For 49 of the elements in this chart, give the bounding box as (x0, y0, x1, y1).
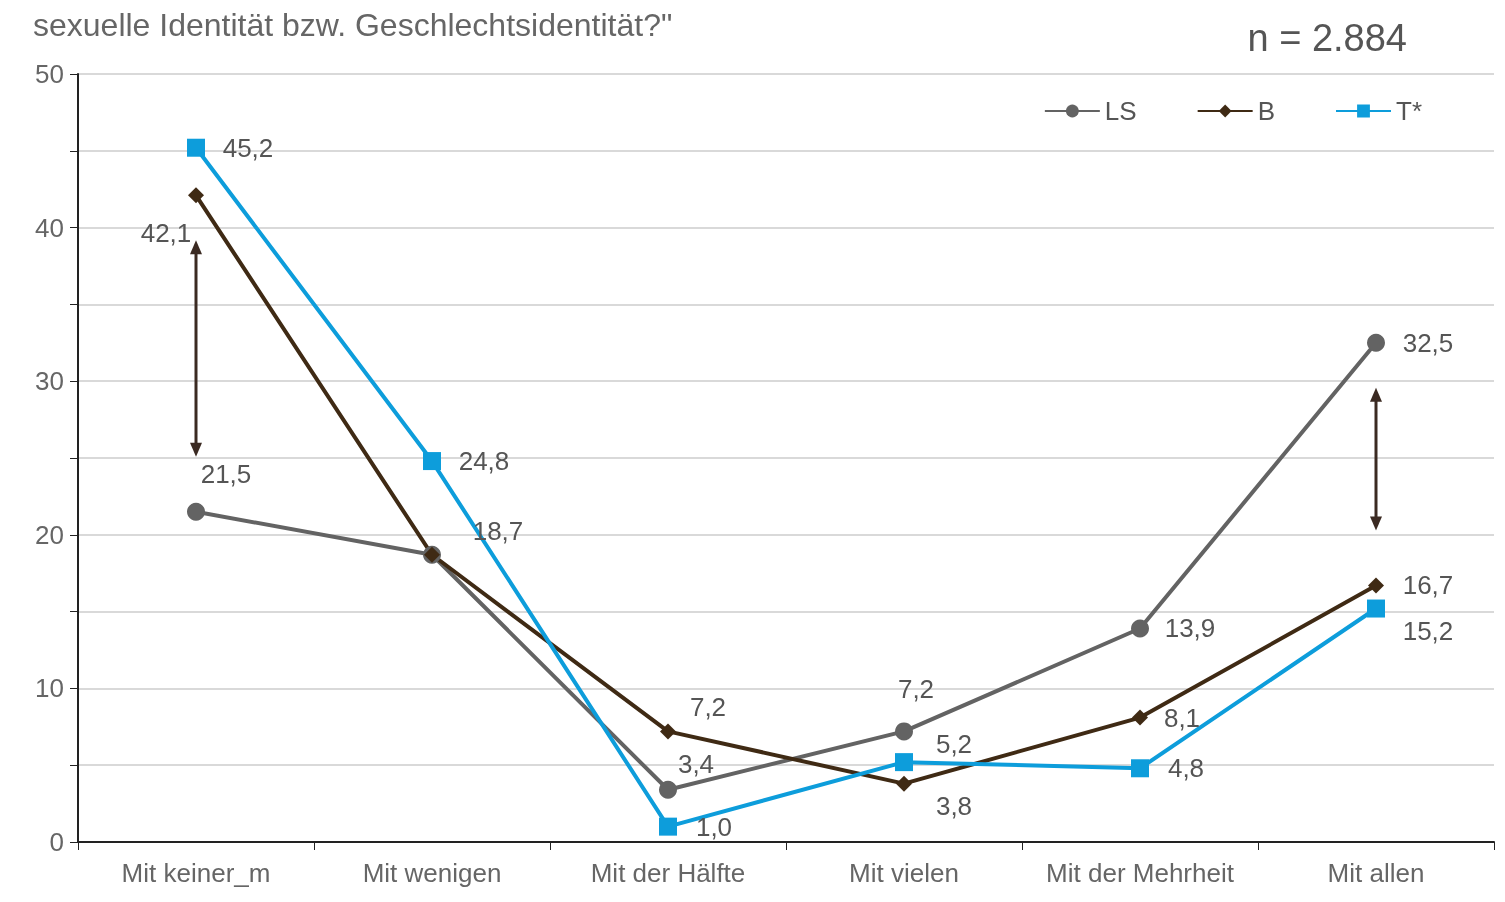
data-label: 21,5 (200, 458, 252, 489)
data-label: 16,7 (1402, 570, 1454, 601)
point (896, 775, 912, 792)
point (895, 722, 913, 741)
y-tick-label: 40 (35, 212, 64, 243)
chart-title: sexuelle Identität bzw. Geschlechtsidentität?" (33, 7, 673, 43)
point (1367, 599, 1385, 618)
point (1131, 619, 1149, 638)
point (1368, 577, 1384, 594)
legend-label: B (1257, 96, 1275, 126)
data-label: 13,9 (1164, 613, 1216, 644)
point (188, 187, 204, 204)
y-tick-label: 10 (35, 673, 64, 704)
point (659, 817, 677, 836)
point (895, 753, 913, 772)
y-tick-label: 0 (49, 827, 64, 857)
x-tick-label: Mit der Hälfte (590, 858, 746, 888)
point (660, 723, 676, 740)
x-tick-label: Mit wenigen (362, 858, 502, 888)
y-tick-label: 30 (35, 366, 64, 397)
data-label: 3,4 (677, 748, 715, 779)
point (187, 502, 205, 521)
data-label: 42,1 (140, 218, 192, 249)
text: n = 2.884 (1247, 17, 1408, 59)
data-label: 1,0 (695, 811, 733, 842)
x-tick-label: Mit vielen (849, 858, 959, 888)
data-label: 45,2 (222, 132, 274, 163)
point (1131, 759, 1149, 778)
data-label: 8,1 (1163, 702, 1201, 733)
point (187, 138, 205, 157)
data-label: 24,8 (458, 446, 510, 477)
x-tick-label: Mit der Mehrheit (1046, 858, 1235, 888)
legend-label: LS (1104, 96, 1137, 126)
point (1132, 709, 1148, 726)
legend-label: T* (1396, 96, 1422, 126)
data-label: 5,2 (935, 729, 973, 760)
point (1367, 333, 1385, 352)
data-label: 4,8 (1167, 753, 1205, 784)
data-label: 7,2 (689, 692, 727, 723)
y-tick-label: 20 (35, 519, 64, 550)
x-tick-label: Mit keiner_m (121, 858, 271, 888)
y-tick-label: 50 (35, 59, 64, 89)
data-label: 32,5 (1402, 327, 1454, 358)
data-label: 3,8 (935, 790, 973, 821)
x-tick-label: Mit allen (1327, 858, 1425, 888)
point (423, 452, 441, 471)
data-label: 7,2 (897, 674, 935, 705)
data-label: 15,2 (1402, 615, 1454, 646)
point (659, 780, 677, 799)
